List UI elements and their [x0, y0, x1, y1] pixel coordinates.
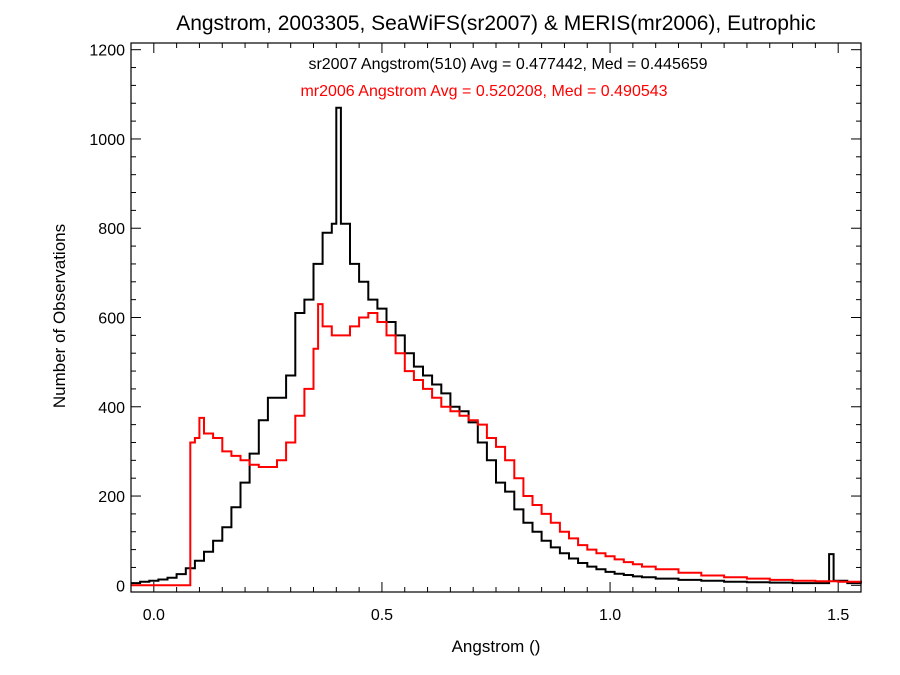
- axis-ticks: 0.0 0.5 1.0 1.5 0 200 400 600 800 1000 1200: [89, 43, 862, 624]
- series-sr2007-step-line: [131, 106, 862, 585]
- y-tick-label: 800: [98, 221, 125, 238]
- x-axis-label: Angstrom (): [452, 637, 541, 656]
- y-tick-label: 400: [98, 400, 125, 417]
- x-tick-label: 0.0: [143, 607, 165, 624]
- chart-title: Angstrom, 2003305, SeaWiFS(sr2007) & MER…: [176, 12, 816, 35]
- y-tick-label: 0: [116, 578, 125, 595]
- series-mr2006-step-line: [131, 303, 862, 587]
- annotation-mr2006: mr2006 Angstrom Avg = 0.520208, Med = 0.…: [300, 83, 667, 100]
- y-tick-label: 1200: [89, 43, 125, 60]
- x-tick-label: 1.5: [827, 607, 849, 624]
- x-tick-label: 0.5: [371, 607, 393, 624]
- x-tick-label: 1.0: [599, 607, 621, 624]
- histogram-series: [131, 106, 862, 587]
- plot-frame: [130, 42, 862, 593]
- annotation-sr2007: sr2007 Angstrom(510) Avg = 0.477442, Med…: [308, 56, 707, 73]
- y-tick-label: 1000: [89, 132, 125, 149]
- y-axis-label: Number of Observations: [50, 224, 69, 408]
- y-tick-label: 600: [98, 311, 125, 328]
- y-tick-label: 200: [98, 489, 125, 506]
